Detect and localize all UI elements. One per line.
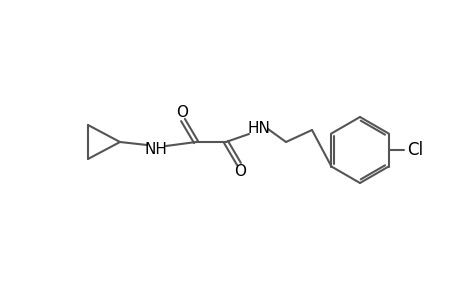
Text: Cl: Cl bbox=[407, 141, 423, 159]
Text: HN: HN bbox=[247, 121, 270, 136]
Text: O: O bbox=[234, 164, 246, 179]
Text: O: O bbox=[176, 104, 188, 119]
Text: NH: NH bbox=[144, 142, 167, 157]
